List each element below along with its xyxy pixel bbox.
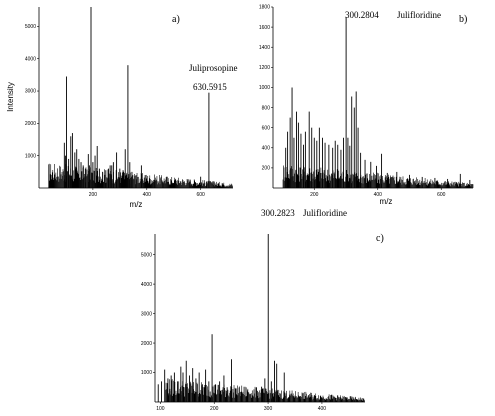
y-tick-label: 4000 xyxy=(141,282,152,288)
peak-annotation: Juliprosopine xyxy=(189,63,238,73)
x-tick-label: 400 xyxy=(318,406,327,412)
y-axis-title: Intensity xyxy=(6,82,15,112)
y-tick-label: 4000 xyxy=(25,56,36,62)
y-tick-label: 5000 xyxy=(141,252,152,258)
peak-annotation: Julifloridine xyxy=(397,10,441,20)
y-tick-label: 3000 xyxy=(25,89,36,95)
y-tick-label: 1000 xyxy=(25,153,36,159)
y-tick-label: 3000 xyxy=(141,311,152,317)
x-tick-label: 200 xyxy=(89,192,98,198)
panel-label: a) xyxy=(172,14,180,25)
y-tick-label: 1200 xyxy=(259,65,270,71)
x-tick-label: 100 xyxy=(156,406,165,412)
panel-label: c) xyxy=(376,233,384,244)
x-tick-label: 400 xyxy=(143,192,152,198)
y-tick-label: 1400 xyxy=(259,45,270,51)
y-tick-label: 200 xyxy=(262,166,271,172)
y-tick-label: 5000 xyxy=(25,24,36,30)
y-tick-label: 800 xyxy=(262,105,271,111)
x-tick-label: 600 xyxy=(437,192,446,198)
x-tick-label: 300 xyxy=(264,406,273,412)
x-axis-title: m/z xyxy=(380,197,393,206)
peak-annotation: Julifloridine xyxy=(303,208,347,218)
y-tick-label: 1800 xyxy=(259,5,270,11)
y-tick-label: 600 xyxy=(262,125,271,131)
x-axis-title: m/z xyxy=(130,200,143,209)
spectrum-panel-c: 1000 2000 3000 4000 5000 100 200 300 400 300.2823… xyxy=(141,208,384,412)
x-tick-label: 200 xyxy=(210,406,219,412)
y-tick-label: 400 xyxy=(262,145,271,151)
y-tick-label: 1000 xyxy=(259,85,270,91)
y-tick-label: 2000 xyxy=(141,341,152,347)
x-tick-label: 200 xyxy=(310,192,319,198)
spectrum-panel-b: 200 400 600 800 1000 1200 1400 1600 1800 200 400 60… xyxy=(259,5,474,206)
x-tick-label: 600 xyxy=(196,192,205,198)
y-tick-label: 1600 xyxy=(259,25,270,31)
y-tick-label: 2000 xyxy=(25,121,36,127)
spectrum-panel-a: 1000 2000 3000 4000 5000 200 400 600 m/z Intensit… xyxy=(6,7,238,209)
x-tick-label: 400 xyxy=(374,192,383,198)
panel-label: b) xyxy=(459,14,467,25)
y-tick-label: 1000 xyxy=(141,370,152,376)
peak-annotation: 300.2823 xyxy=(261,208,295,218)
peak-annotation: 630.5915 xyxy=(193,82,227,92)
peak-annotation: 300.2804 xyxy=(345,10,379,20)
